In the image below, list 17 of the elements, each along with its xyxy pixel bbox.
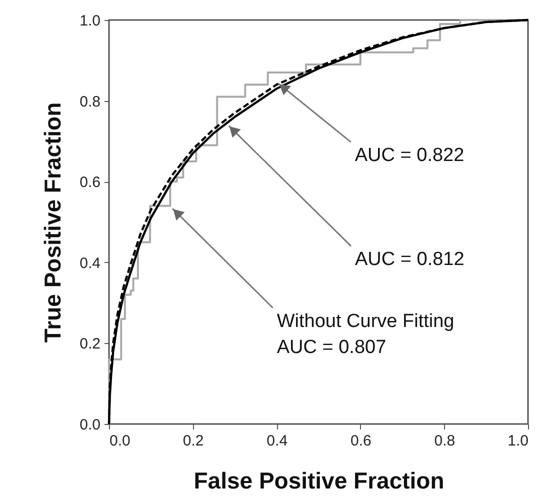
annotation: Without Curve Fitting AUC = 0.807 (276, 310, 454, 358)
x-tick-label: 0.2 (182, 432, 204, 450)
x-tick-label: 1.0 (508, 432, 528, 450)
y-tick-label: 1.0 (80, 12, 100, 30)
annotation: AUC = 0.822 (354, 145, 464, 166)
x-tick-label: 0.6 (350, 432, 372, 450)
x-tick-label: 0.8 (434, 432, 456, 450)
x-tick-label: 0.4 (266, 432, 288, 450)
annotation: AUC = 0.812 (354, 249, 464, 270)
y-tick-label: 0.4 (80, 254, 100, 272)
x-tick-label: 0.0 (110, 432, 130, 450)
y-tick-label: 0.2 (80, 336, 100, 353)
y-axis-title: True Positive Fraction (40, 102, 66, 343)
y-tick-label: 0.0 (80, 416, 100, 434)
x-axis-title: False Positive Fraction (194, 468, 444, 494)
y-tick-label: 0.6 (80, 174, 100, 192)
y-tick-label: 0.8 (80, 93, 100, 110)
